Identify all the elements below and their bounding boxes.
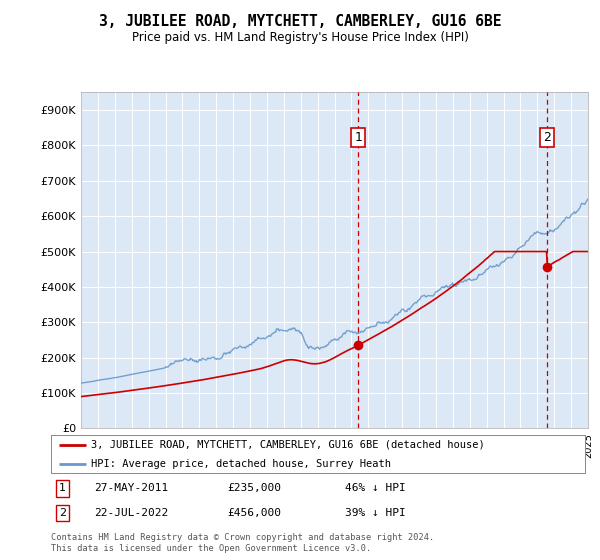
Text: HPI: Average price, detached house, Surrey Heath: HPI: Average price, detached house, Surr… bbox=[91, 459, 391, 469]
Text: 2: 2 bbox=[59, 508, 67, 518]
Text: 46% ↓ HPI: 46% ↓ HPI bbox=[345, 483, 406, 493]
Text: 3, JUBILEE ROAD, MYTCHETT, CAMBERLEY, GU16 6BE (detached house): 3, JUBILEE ROAD, MYTCHETT, CAMBERLEY, GU… bbox=[91, 440, 485, 450]
Text: £235,000: £235,000 bbox=[227, 483, 281, 493]
Text: Contains HM Land Registry data © Crown copyright and database right 2024.
This d: Contains HM Land Registry data © Crown c… bbox=[51, 533, 434, 553]
Text: 1: 1 bbox=[59, 483, 66, 493]
Text: 1: 1 bbox=[355, 131, 362, 144]
Text: 39% ↓ HPI: 39% ↓ HPI bbox=[345, 508, 406, 518]
Text: 22-JUL-2022: 22-JUL-2022 bbox=[94, 508, 168, 518]
Text: £456,000: £456,000 bbox=[227, 508, 281, 518]
Text: 27-MAY-2011: 27-MAY-2011 bbox=[94, 483, 168, 493]
Text: Price paid vs. HM Land Registry's House Price Index (HPI): Price paid vs. HM Land Registry's House … bbox=[131, 31, 469, 44]
Text: 2: 2 bbox=[542, 131, 551, 144]
Text: 3, JUBILEE ROAD, MYTCHETT, CAMBERLEY, GU16 6BE: 3, JUBILEE ROAD, MYTCHETT, CAMBERLEY, GU… bbox=[99, 14, 501, 29]
